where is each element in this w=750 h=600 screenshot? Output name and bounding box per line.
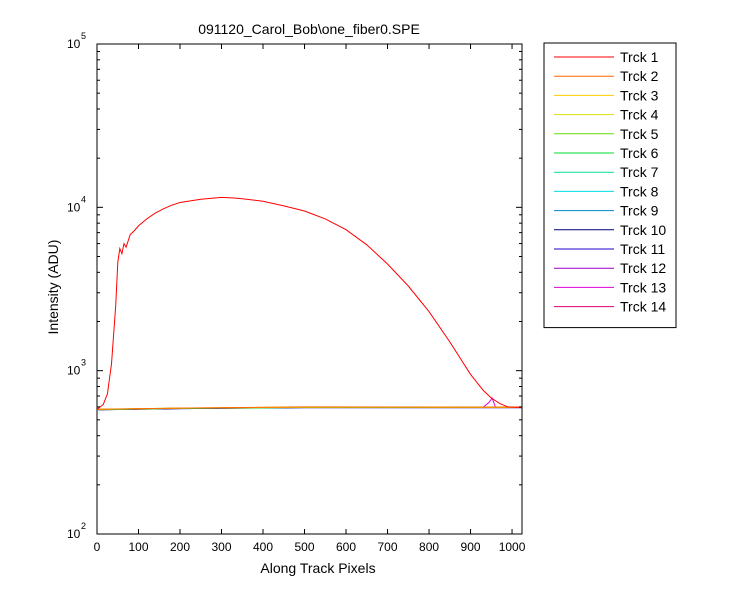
legend-label: Trck 1 <box>620 49 659 65</box>
legend-label: Trck 10 <box>620 222 666 238</box>
legend-label: Trck 8 <box>620 183 659 199</box>
x-tick-label: 1000 <box>499 540 526 554</box>
legend-label: Trck 4 <box>620 107 659 123</box>
x-tick-label: 500 <box>295 540 315 554</box>
y-tick-label: 10 <box>67 37 81 51</box>
series-group <box>97 196 522 411</box>
legend-label: Trck 2 <box>620 68 659 84</box>
y-tick-label: 10 <box>67 200 81 214</box>
legend-label: Trck 14 <box>620 299 666 315</box>
legend-label: Trck 9 <box>620 203 659 219</box>
legend-label: Trck 11 <box>620 241 665 257</box>
legend-label: Trck 7 <box>620 164 659 180</box>
x-tick-label: 100 <box>128 540 148 554</box>
x-tick-label: 300 <box>211 540 231 554</box>
legend-label: Trck 12 <box>620 260 666 276</box>
chart-title: 091120_Carol_Bob\one_fiber0.SPE <box>198 21 420 37</box>
x-tick-label: 0 <box>94 540 101 554</box>
y-tick-label: 10 <box>67 364 81 378</box>
x-tick-label: 900 <box>461 540 481 554</box>
x-tick-label: 600 <box>336 540 356 554</box>
legend-box <box>543 42 677 329</box>
y-tick-exponent: 3 <box>81 358 86 368</box>
legend-label: Trck 6 <box>620 145 659 161</box>
legend: Trck 1 Trck 2 Trck 3 Trck 4 Trck 5 Trck 6 Trck… <box>543 42 677 329</box>
legend-label: Trck 13 <box>620 279 666 295</box>
x-axis-title: Along Track Pixels <box>260 560 375 576</box>
x-tick-label: 400 <box>253 540 273 554</box>
y-tick-exponent: 4 <box>81 194 86 204</box>
legend-label: Trck 5 <box>620 126 659 142</box>
series-line <box>97 406 522 410</box>
legend-label: Trck 3 <box>620 87 659 103</box>
y-tick-label: 10 <box>67 527 81 541</box>
x-tick-label: 800 <box>419 540 439 554</box>
x-tick-label: 700 <box>378 540 398 554</box>
y-tick-exponent: 5 <box>81 31 86 41</box>
plot-frame <box>96 43 523 535</box>
series-line <box>97 196 522 410</box>
y-axis-title: Intensity (ADU) <box>45 240 61 335</box>
x-tick-label: 200 <box>170 540 190 554</box>
plot-area: 0 100 200 300 400 500 600 700 800 900 100010210310… <box>67 31 526 554</box>
y-tick-exponent: 2 <box>81 521 86 531</box>
